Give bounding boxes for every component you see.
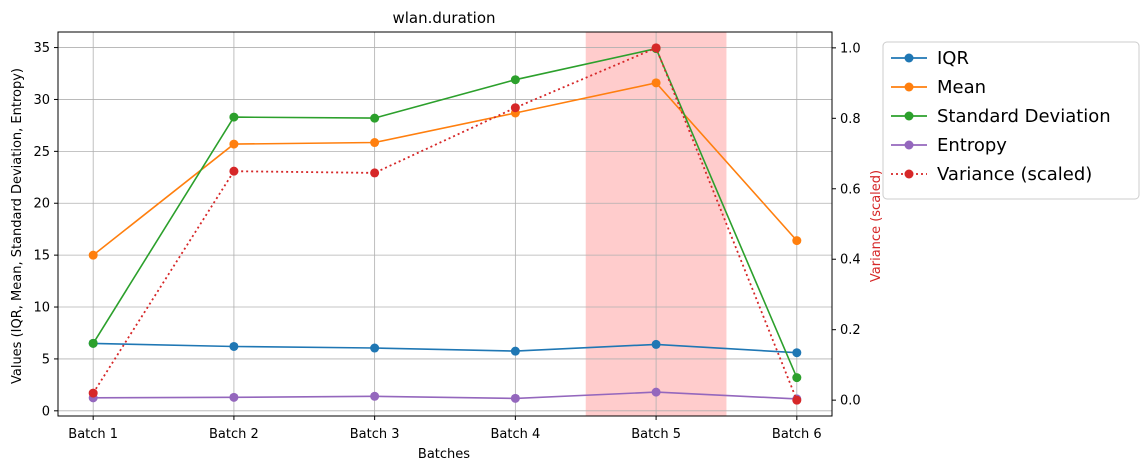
y2-tick-label: 0.0 [840, 394, 861, 409]
point-variance [651, 43, 661, 53]
point-mean [651, 78, 661, 88]
point-variance [88, 388, 98, 398]
point-mean [370, 138, 380, 148]
point-std [229, 112, 239, 122]
y-tick-label: 30 [33, 93, 50, 108]
point-iqr [510, 346, 520, 356]
series-line-mean [92, 82, 798, 256]
point-entropy [510, 393, 520, 403]
axes-border [57, 31, 833, 417]
axes-frame [57, 31, 833, 417]
legend: IQR Mean Standard Deviation Entropy Variance… [882, 41, 1140, 200]
series-line-std [92, 47, 798, 378]
point-variance [510, 103, 520, 113]
point-mean [88, 250, 98, 260]
legend-label: Variance (scaled) [937, 164, 1092, 185]
point-variance [370, 168, 380, 178]
point-iqr [651, 339, 661, 349]
y-axis-title: Values (IQR, Mean, Standard Deviation, E… [10, 68, 25, 384]
point-iqr [370, 343, 380, 353]
legend-label: Entropy [937, 135, 1007, 156]
legend-swatch-marker [904, 53, 914, 63]
point-entropy [229, 392, 239, 402]
legend-swatch-marker [904, 111, 914, 121]
x-tick-label: Batch 4 [490, 427, 540, 442]
y2-tick-label: 0.6 [840, 182, 861, 197]
point-variance [229, 166, 239, 176]
point-iqr [792, 348, 802, 358]
y-tick-label: 0 [42, 404, 50, 419]
chart-title: wlan.duration [392, 9, 495, 27]
x-tick-label: Batch 6 [772, 427, 822, 442]
y2-tick-label: 0.4 [840, 253, 861, 268]
x-axis-title: Batches [418, 447, 470, 462]
y-tick-label: 15 [33, 249, 50, 264]
legend-swatch-marker [904, 169, 914, 179]
legend-swatch-marker [904, 140, 914, 150]
legend-entry-iqr: IQR [891, 48, 969, 69]
grid-lines [58, 32, 832, 416]
point-std [370, 113, 380, 123]
x-tick-label: Batch 5 [631, 427, 681, 442]
point-variance [792, 395, 802, 405]
x-axis-ticks: Batch 1 Batch 2 Batch 3 Batch 4 Batch 5 Batch… [68, 416, 822, 442]
x-tick-label: Batch 3 [350, 427, 400, 442]
point-mean [229, 139, 239, 149]
point-entropy [651, 387, 661, 397]
legend-frame [882, 41, 1140, 200]
y2-tick-label: 1.0 [840, 41, 861, 56]
point-iqr [229, 341, 239, 351]
legend-label: Mean [937, 77, 986, 98]
y-tick-label: 5 [42, 352, 50, 367]
x-tick-label: Batch 1 [68, 427, 118, 442]
point-entropy [370, 391, 380, 401]
y-tick-label: 10 [33, 301, 50, 316]
legend-swatch-marker [904, 82, 914, 92]
y2-tick-label: 0.2 [840, 323, 861, 338]
legend-entry-variance: Variance (scaled) [891, 164, 1092, 185]
point-std [88, 338, 98, 348]
series-entropy [88, 387, 802, 404]
point-mean [792, 236, 802, 246]
y-tick-label: 20 [33, 197, 50, 212]
y-axis-ticks: 0 5 10 15 20 25 30 35 [33, 41, 58, 419]
y-tick-label: 25 [33, 145, 50, 160]
legend-label: Standard Deviation [937, 106, 1111, 127]
y2-axis-ticks: 0.0 0.2 0.4 0.6 0.8 1.0 [832, 41, 861, 409]
series-layer [88, 43, 802, 405]
series-line-iqr [93, 342, 797, 354]
legend-entry-entropy: Entropy [891, 135, 1007, 156]
point-std [792, 373, 802, 383]
x-tick-label: Batch 2 [209, 427, 259, 442]
legend-entry-mean: Mean [891, 77, 986, 98]
legend-label: IQR [937, 48, 969, 69]
y-tick-label: 35 [33, 41, 50, 56]
series-line-variance [92, 46, 798, 401]
y2-axis-title: Variance (scaled) [869, 170, 884, 282]
legend-entry-std: Standard Deviation [891, 106, 1111, 127]
series-line-entropy [93, 391, 797, 400]
series-variance [88, 43, 802, 405]
point-std [510, 75, 520, 85]
y2-tick-label: 0.8 [840, 112, 861, 127]
